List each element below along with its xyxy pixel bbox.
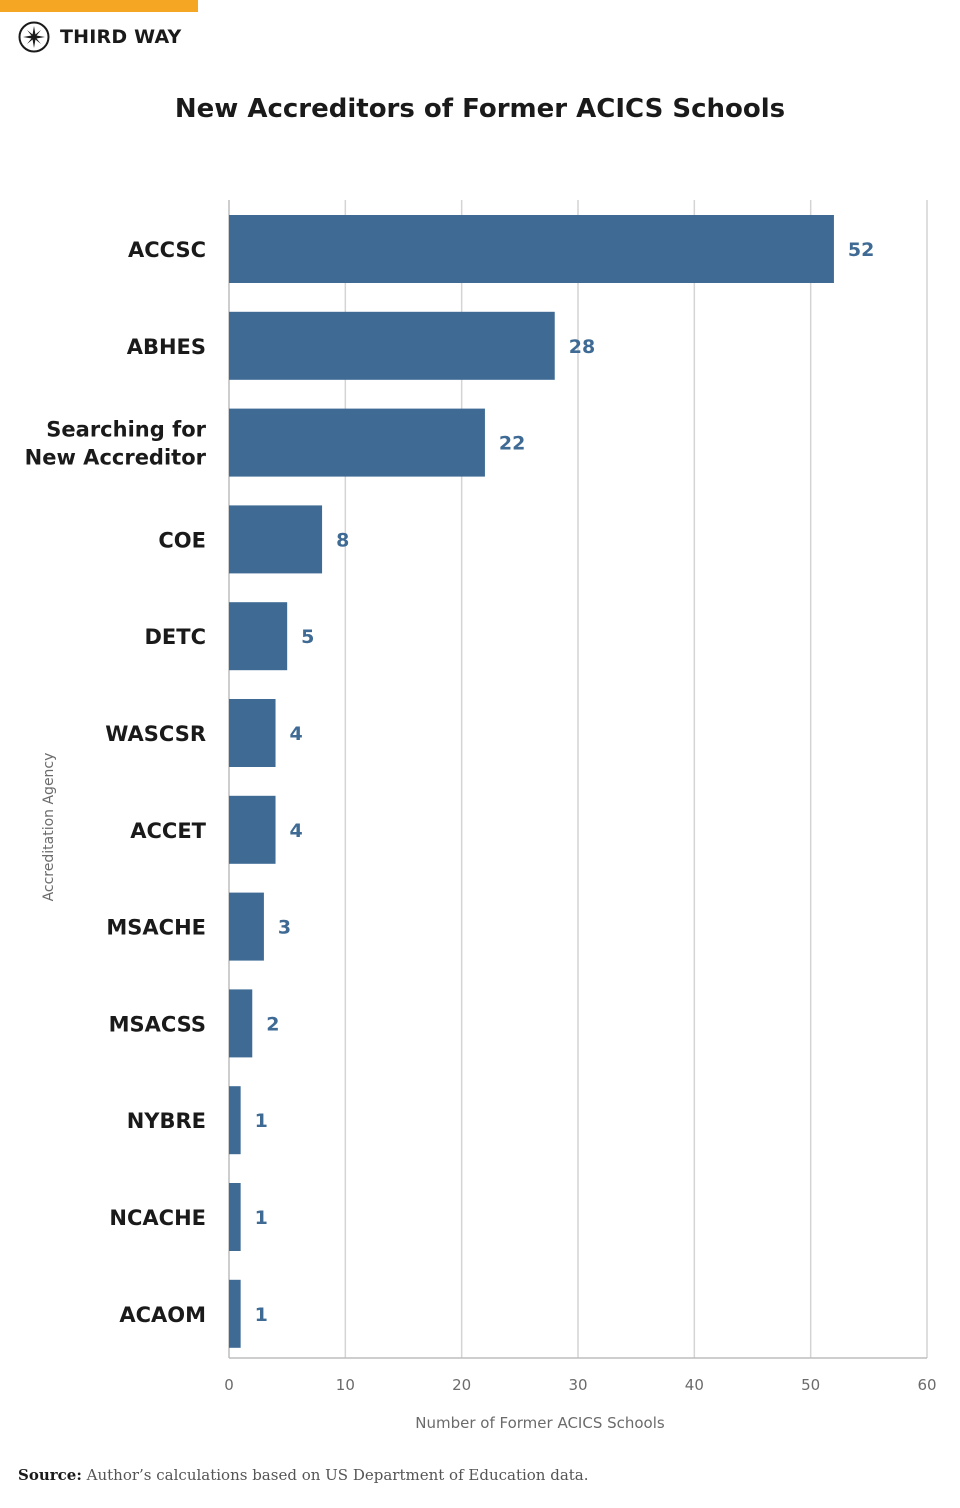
source-note: Source: Author’s calculations based on U… [18, 1466, 589, 1484]
brand-header: THIRD WAY [18, 19, 182, 55]
data-label: 2 [266, 1013, 279, 1035]
category-label: ACCSC [128, 238, 206, 262]
data-label: 22 [499, 433, 525, 455]
category-label: MSACHE [106, 916, 206, 940]
x-tick-label: 40 [685, 1376, 704, 1394]
compass-star-icon [18, 21, 50, 53]
x-tick-label: 10 [336, 1376, 355, 1394]
category-label: ABHES [127, 335, 206, 359]
brand-name: THIRD WAY [60, 26, 182, 48]
x-axis-title: Number of Former ACICS Schools [415, 1414, 665, 1432]
category-label: COE [158, 528, 206, 552]
category-label: ACAOM [119, 1303, 206, 1327]
bar [229, 602, 288, 671]
x-tick-label: 30 [568, 1376, 587, 1394]
category-label: New Accreditor [25, 446, 207, 470]
data-label: 28 [569, 336, 595, 358]
brand-accent-bar [0, 0, 198, 12]
category-label: MSACSS [109, 1012, 206, 1036]
data-label: 52 [848, 239, 874, 261]
bar [229, 408, 485, 477]
x-tick-label: 0 [224, 1376, 234, 1394]
bar [229, 795, 276, 864]
bar [229, 892, 264, 961]
bar [229, 505, 323, 574]
bar [229, 989, 253, 1058]
x-tick-label: 20 [452, 1376, 471, 1394]
bar [229, 1183, 241, 1251]
bar [229, 311, 555, 380]
data-label: 1 [255, 1304, 268, 1326]
category-label: DETC [144, 625, 206, 649]
category-label: NYBRE [127, 1109, 206, 1133]
bar [229, 1086, 241, 1155]
data-label: 5 [301, 626, 314, 648]
source-text: Author’s calculations based on US Depart… [86, 1466, 589, 1484]
bar [229, 1279, 241, 1348]
x-tick-label: 60 [917, 1376, 936, 1394]
category-label: WASCSR [105, 722, 206, 746]
data-label: 1 [255, 1207, 268, 1229]
data-label: 4 [290, 723, 303, 745]
category-label: Searching for [46, 418, 206, 442]
category-label: NCACHE [109, 1206, 206, 1230]
category-label: ACCET [130, 819, 206, 843]
bar [229, 699, 276, 767]
data-label: 4 [290, 820, 303, 842]
chart-title: New Accreditors of Former ACICS Schools [174, 94, 786, 124]
source-label: Source: [18, 1466, 82, 1484]
bar [229, 215, 834, 283]
data-label: 8 [336, 529, 349, 551]
x-tick-label: 50 [801, 1376, 820, 1394]
data-label: 1 [255, 1110, 268, 1132]
data-label: 3 [278, 917, 291, 939]
